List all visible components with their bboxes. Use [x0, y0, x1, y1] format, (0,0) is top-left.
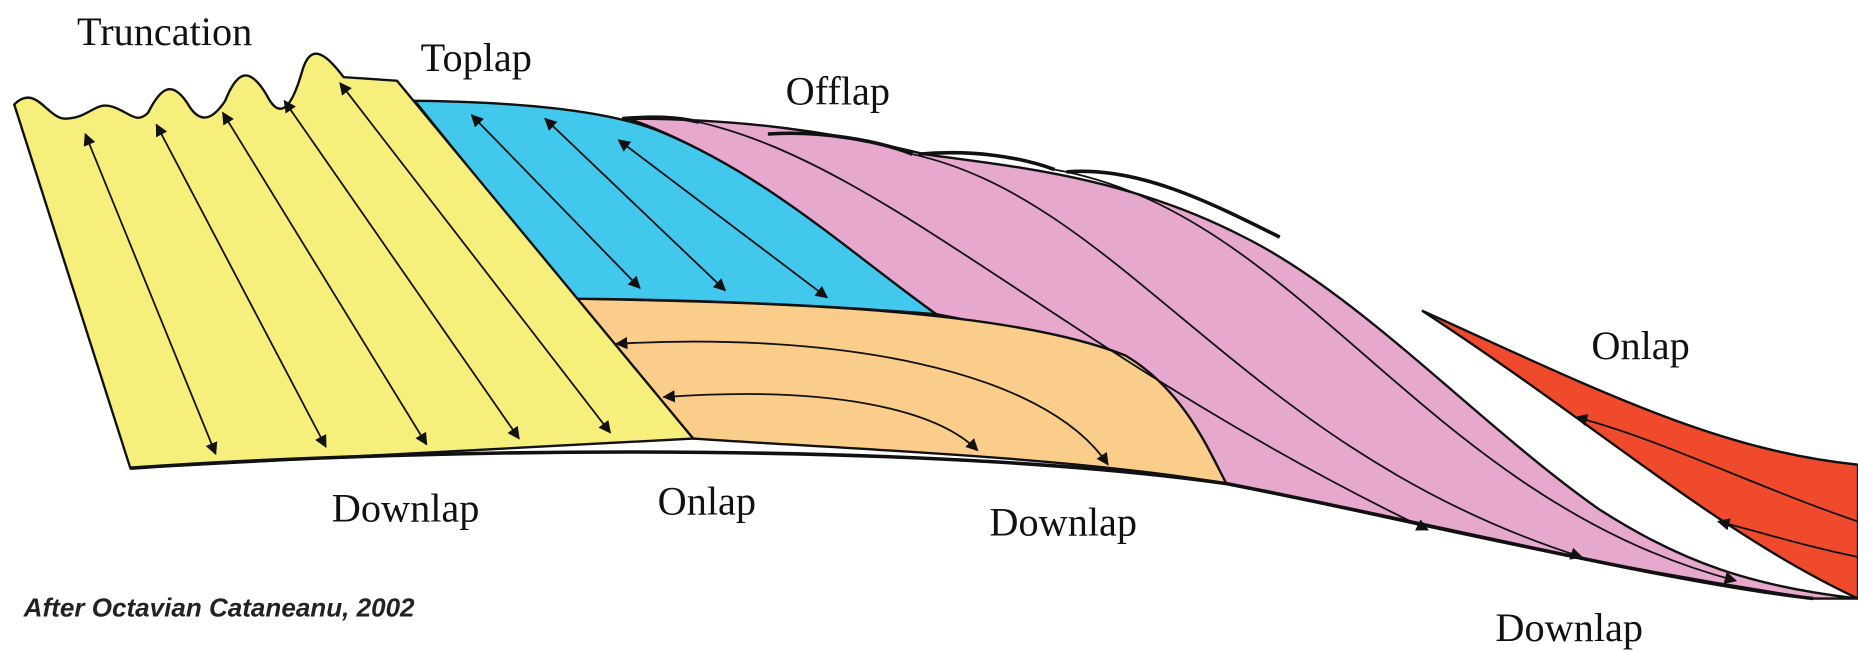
- label: Toplap: [421, 35, 532, 80]
- onlap-arrows: [1574, 414, 1858, 558]
- offlap-strata: [698, 121, 1738, 584]
- credit: After Octavian Cataneanu, 2002: [23, 592, 415, 622]
- label: Offlap: [786, 68, 890, 113]
- label: Downlap: [332, 486, 480, 531]
- offlap-caps: [621, 115, 1281, 239]
- label: Onlap: [1591, 323, 1689, 368]
- basal-surface: [130, 450, 1814, 601]
- label: Downlap: [989, 500, 1137, 545]
- label: Onlap: [658, 478, 756, 523]
- label: Truncation: [77, 9, 252, 54]
- label: Downlap: [1495, 605, 1643, 650]
- toplap-arrows: [470, 114, 829, 299]
- onlap-downlap-arrows: [614, 336, 1109, 466]
